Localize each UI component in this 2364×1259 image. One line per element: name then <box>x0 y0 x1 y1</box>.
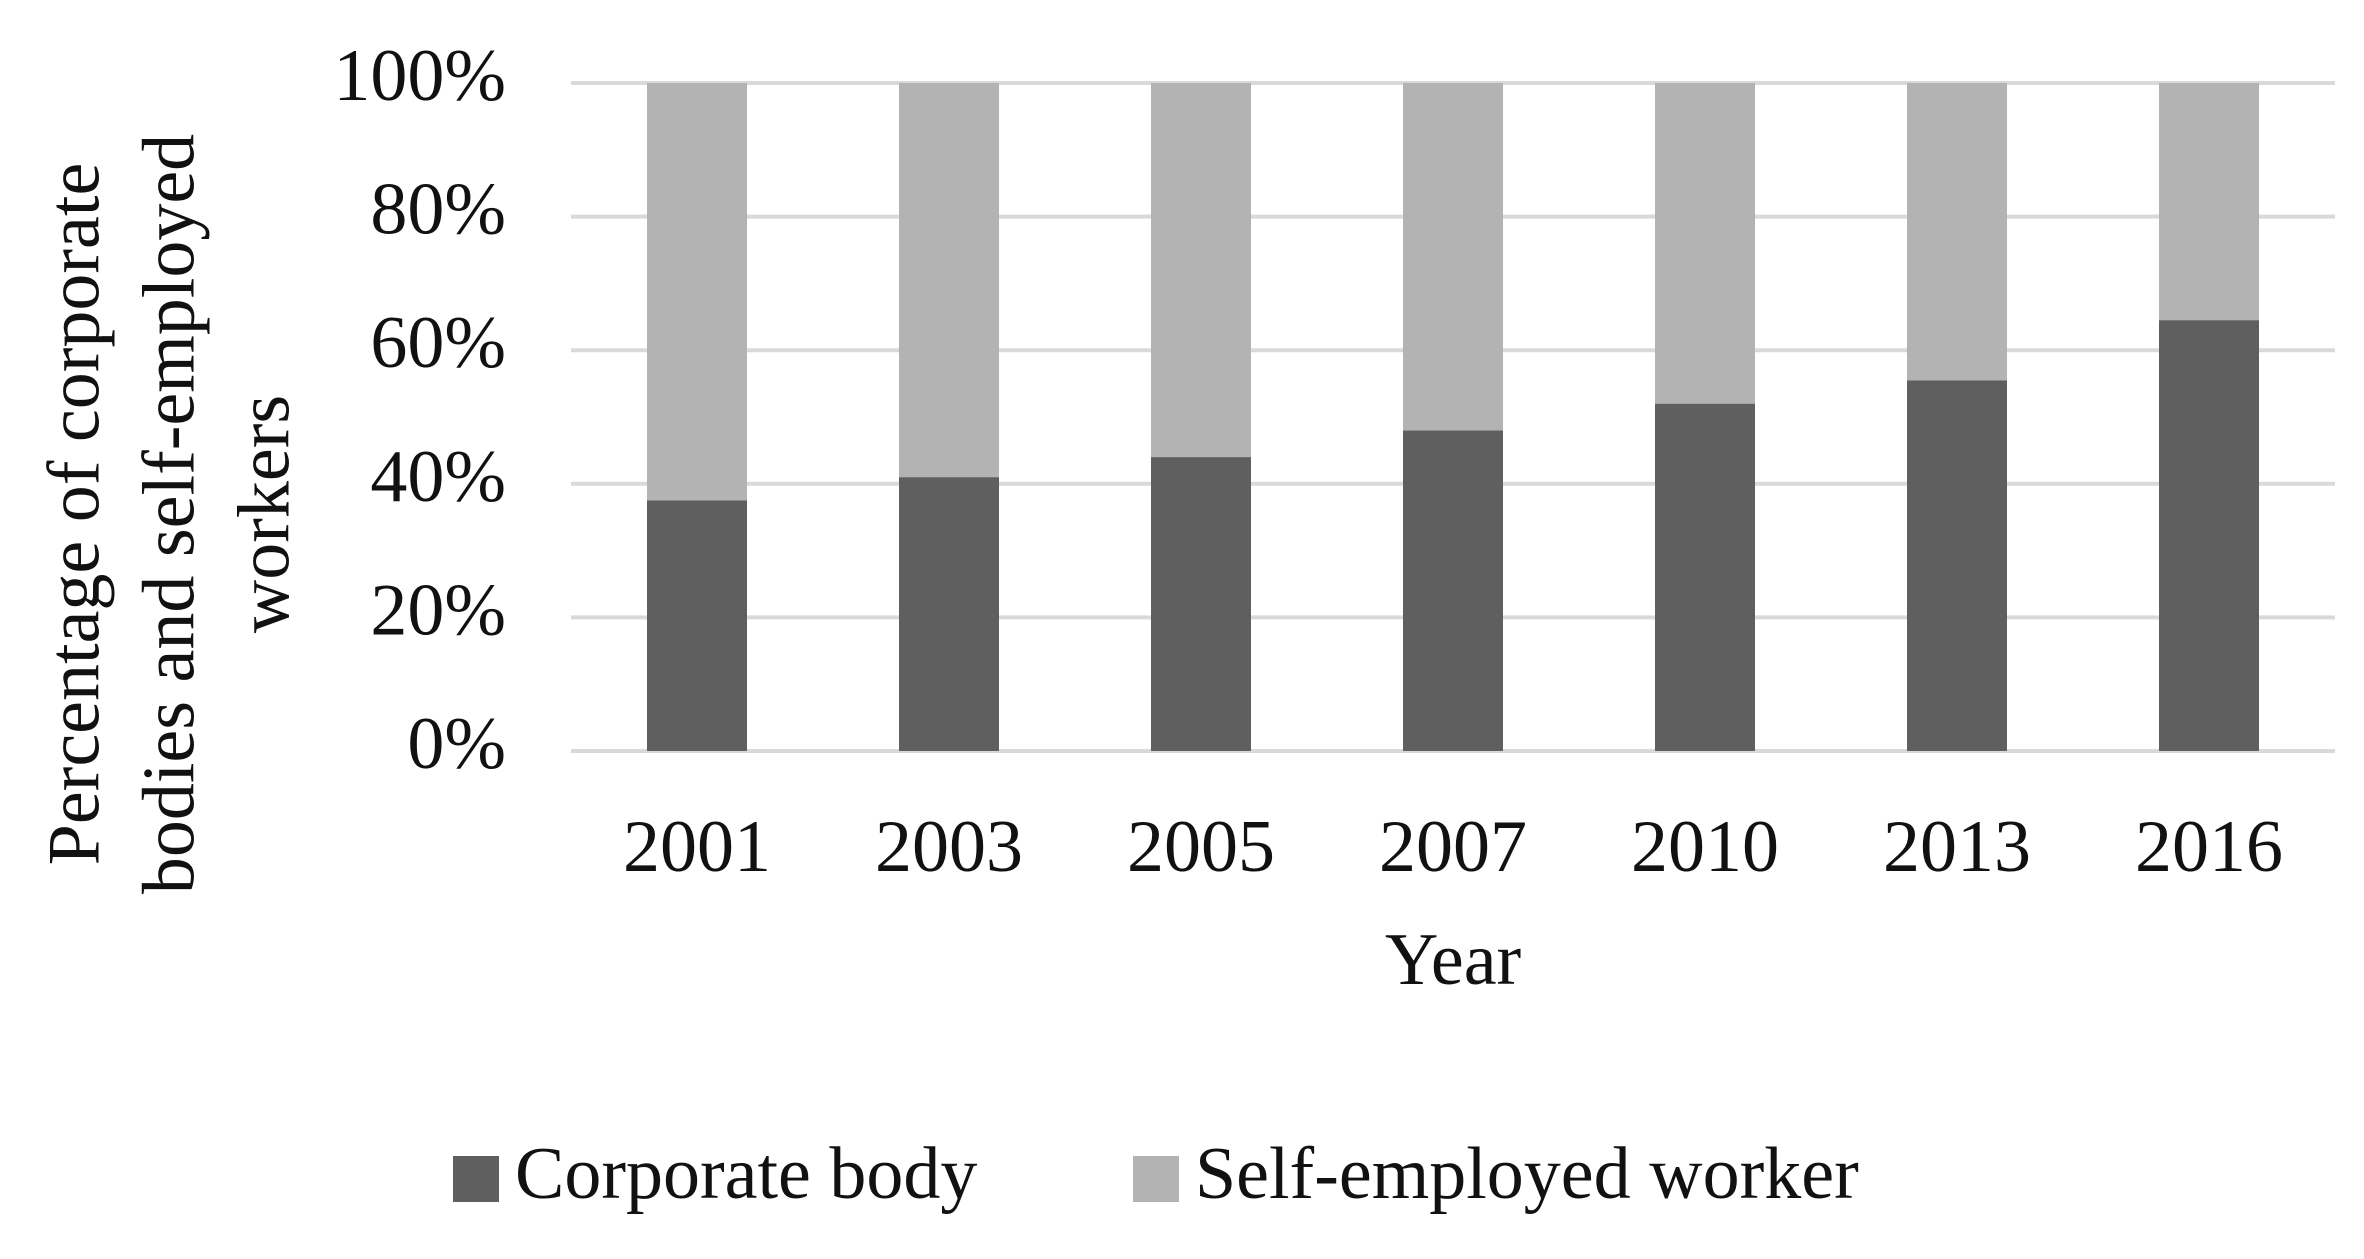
bar-segment <box>1151 83 1251 458</box>
bar-segment <box>2159 83 2259 321</box>
legend-swatch <box>453 1156 499 1202</box>
x-tick-label: 2010 <box>1631 806 1779 888</box>
bar-segment <box>1403 83 1503 431</box>
bar-segment <box>1907 380 2007 751</box>
x-tick-label: 2013 <box>1883 806 2031 888</box>
x-axis-label: Year <box>1385 919 1521 1001</box>
x-tick-label: 2001 <box>623 806 771 888</box>
bar-segment <box>1655 83 1755 404</box>
bar-segment <box>1907 83 2007 381</box>
bar-segment <box>899 83 999 478</box>
x-tick-label: 2003 <box>875 806 1023 888</box>
y-axis-label: Percentage of corporate bodies and self-… <box>33 133 306 895</box>
y-tick-label: 80% <box>370 169 506 251</box>
legend-swatch <box>1133 1156 1179 1202</box>
y-tick-label: 100% <box>333 35 506 117</box>
bar-segment <box>2159 320 2259 751</box>
y-tick-label: 20% <box>370 569 506 651</box>
legend-label: Corporate body <box>515 1133 977 1215</box>
legend-label: Self-employed worker <box>1195 1133 1859 1215</box>
x-tick-label: 2005 <box>1127 806 1275 888</box>
bar-segment <box>647 500 747 751</box>
bar-segment <box>647 83 747 501</box>
y-tick-label: 0% <box>407 703 506 785</box>
bar-segment <box>899 477 999 751</box>
y-tick-label: 40% <box>370 436 506 518</box>
bar-segment <box>1151 457 1251 751</box>
x-tick-label: 2016 <box>2135 806 2283 888</box>
bar-segment <box>1403 430 1503 751</box>
bar-segment <box>1655 403 1755 751</box>
x-tick-label: 2007 <box>1379 806 1527 888</box>
y-tick-label: 60% <box>370 302 506 384</box>
